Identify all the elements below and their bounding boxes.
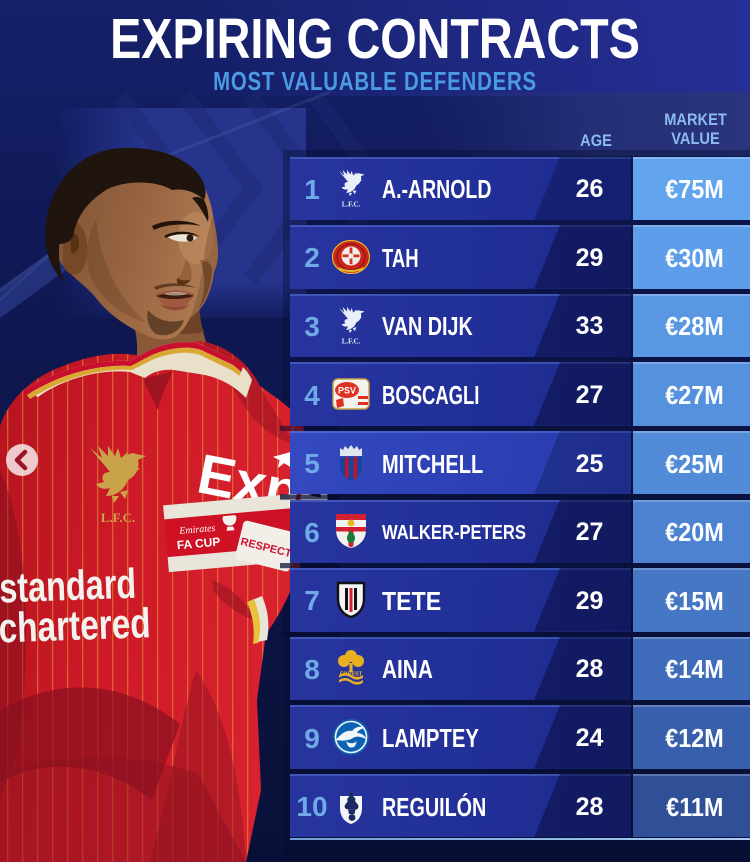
svg-text:FOREST: FOREST	[340, 672, 363, 678]
svg-text:L.F.C.: L.F.C.	[101, 510, 136, 525]
svg-text:FA CUP: FA CUP	[176, 535, 221, 553]
svg-text:chartered: chartered	[0, 599, 151, 651]
svg-text:L.F.C.: L.F.C.	[342, 201, 361, 209]
svg-text:Emirates: Emirates	[178, 523, 216, 537]
svg-text:standard: standard	[0, 560, 137, 612]
svg-text:L.F.C.: L.F.C.	[342, 338, 361, 346]
svg-text:PSV: PSV	[338, 386, 356, 396]
